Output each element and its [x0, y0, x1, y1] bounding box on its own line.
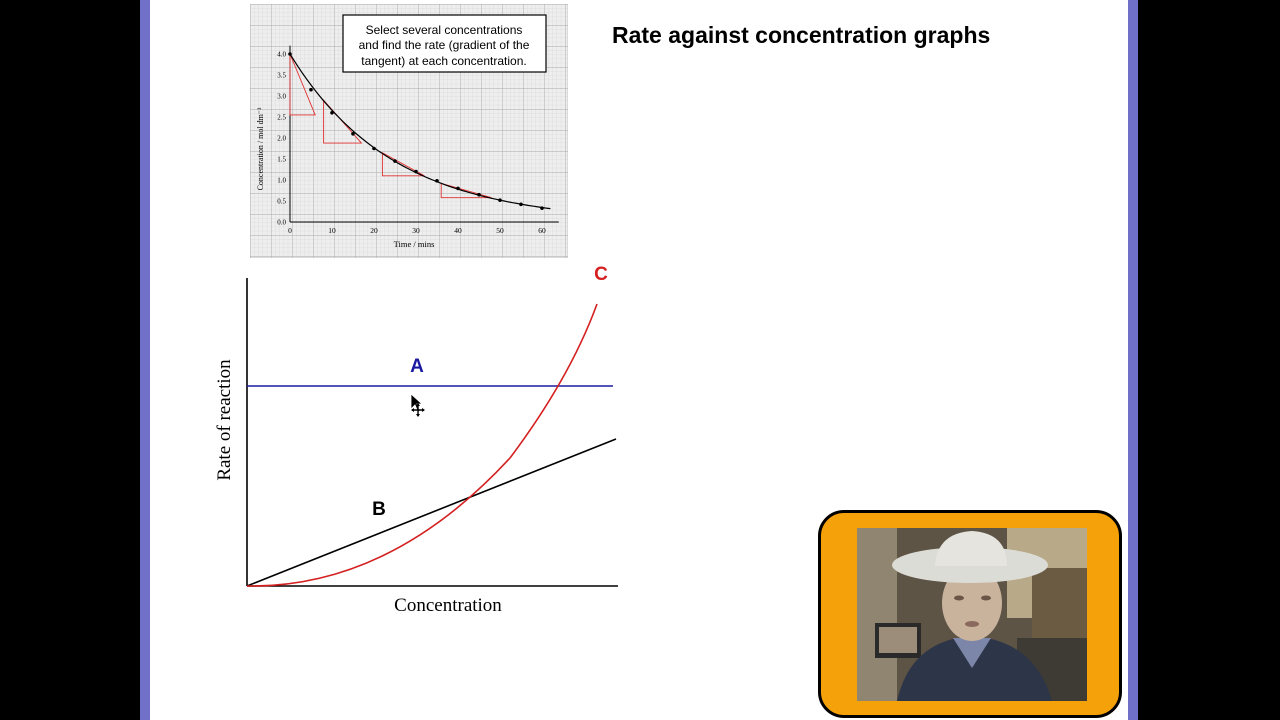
graph1-points: [288, 52, 544, 210]
note-line-3: tangent) at each concentration.: [361, 54, 526, 68]
curve-b-label: B: [372, 499, 386, 520]
graph1-y-tick: 4.0: [277, 51, 286, 59]
data-point: [372, 146, 376, 151]
note-box: [342, 14, 547, 73]
graph1-x-ticks: 0 10 20 30 40 50 60: [288, 226, 546, 235]
curve-b-line: [246, 438, 617, 587]
data-point: [456, 186, 460, 191]
graph1-y-ticks: 4.0 3.5 3.0 2.5 2.0 1.5 1.0 0.5 0.0: [277, 51, 286, 227]
data-point: [435, 179, 439, 183]
note-line-2: and find the rate (gradient of the: [359, 38, 530, 52]
rate-graph-y-label: Rate of reaction: [214, 359, 235, 481]
graph1-x-tick: 50: [496, 226, 504, 235]
graph1-x-tick: 40: [454, 226, 462, 235]
concentration-time-graph: 0 10 20 30 40 50 60 4.0 3.5 3.0 2.5 2.0 1.5 1.0 0.5 0.…: [250, 4, 568, 258]
note-line-1: Select several concentrations: [366, 23, 523, 37]
person-body: [897, 638, 1052, 701]
curve-a-label: A: [410, 356, 424, 377]
left-frame-bar: [140, 0, 150, 720]
rate-graph-x-label: Concentration: [394, 595, 502, 616]
data-point: [393, 159, 397, 163]
right-frame-bar: [1128, 0, 1138, 720]
data-point: [309, 87, 313, 92]
rate-concentration-graph: A B C Concentration Rate of reaction: [214, 264, 618, 616]
graph1-x-tick: 0: [288, 226, 292, 235]
data-point: [540, 206, 544, 210]
slide: Rate against concentration graphs 0 10 20 3…: [150, 0, 1128, 720]
graph1-y-label: Concentration / mol dm⁻³: [256, 107, 265, 190]
graph1-y-tick: 2.0: [277, 135, 286, 143]
tangent-triangle: [289, 53, 316, 116]
data-point: [477, 192, 481, 197]
webcam-video: [857, 528, 1087, 701]
data-point: [498, 198, 502, 202]
graph1-y-tick: 0.5: [277, 198, 286, 206]
tangent-triangle: [381, 151, 425, 177]
data-point: [351, 132, 355, 136]
graph1-x-tick: 30: [412, 226, 420, 235]
graph1-y-tick: 2.5: [277, 114, 286, 122]
data-point: [519, 202, 523, 207]
move-cursor-icon: [410, 393, 425, 417]
graph1-x-tick: 10: [328, 226, 336, 235]
graph1-x-tick: 20: [370, 226, 378, 235]
data-point: [330, 111, 334, 115]
person-face: [942, 565, 1002, 641]
graph1-y-tick: 1.0: [277, 177, 286, 185]
tangent-triangle: [440, 182, 492, 199]
slide-title: Rate against concentration graphs: [612, 22, 991, 48]
graph1-x-label: Time / mins: [394, 239, 435, 249]
graph1-x-tick: 60: [538, 226, 546, 235]
graph1-y-tick: 3.5: [277, 72, 286, 80]
curve-c-line: [246, 303, 598, 587]
curve-c-label: C: [594, 264, 608, 285]
graph1-y-tick: 0.0: [277, 219, 286, 227]
data-point: [414, 169, 418, 174]
data-point: [288, 52, 292, 56]
graph1-y-tick: 1.5: [277, 156, 286, 164]
graph1-y-tick: 3.0: [277, 93, 286, 101]
